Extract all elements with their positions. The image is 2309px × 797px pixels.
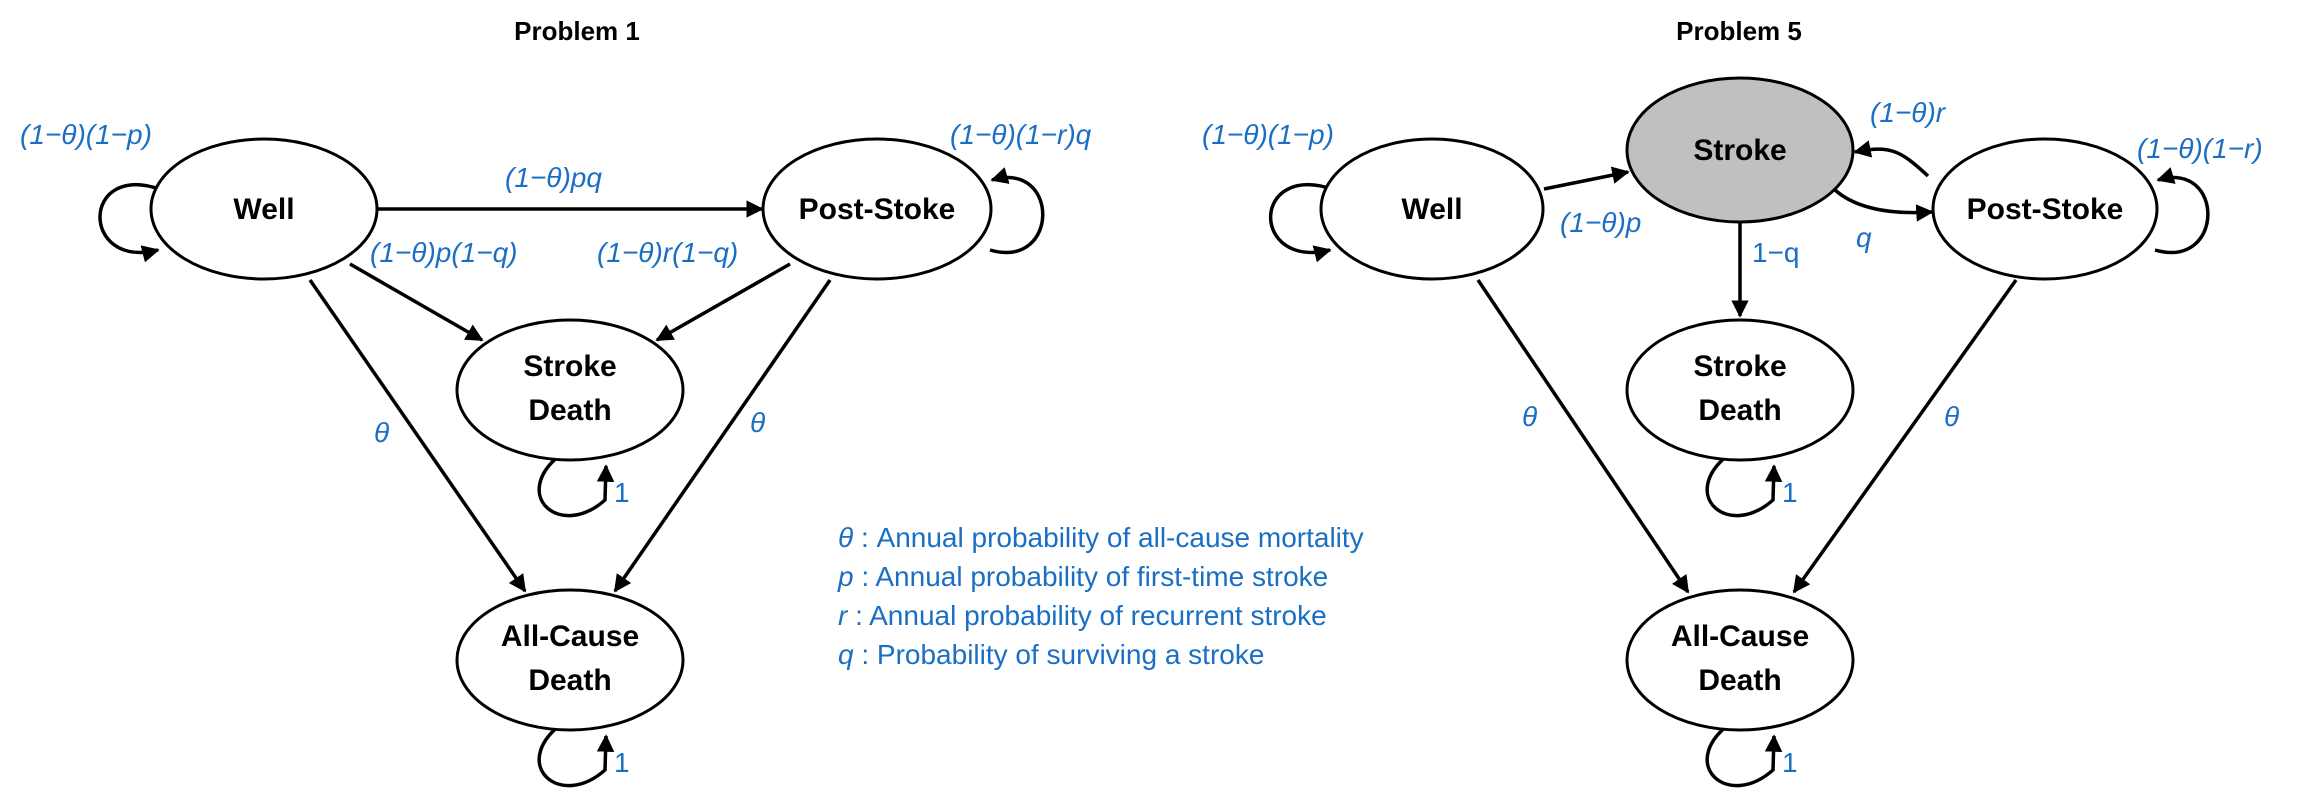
edge-poststroke-to-allcause bbox=[613, 279, 832, 593]
legend-r: r : Annual probability of recurrent stro… bbox=[838, 600, 1327, 631]
label-poststroke-to-allcause: θ bbox=[750, 407, 765, 438]
label-well-self: (1−θ)(1−p) bbox=[1202, 119, 1334, 150]
label-well-to-stroke: (1−θ)p bbox=[1560, 207, 1641, 238]
edge-stroke-to-poststroke bbox=[1833, 188, 1934, 222]
edge-well-to-strokedeath bbox=[349, 262, 484, 342]
edge-well-to-allcause bbox=[308, 279, 527, 593]
svg-text:All-Cause: All-Cause bbox=[501, 620, 639, 653]
edge-well-to-stroke bbox=[1543, 166, 1630, 191]
svg-text:Death: Death bbox=[528, 394, 611, 427]
label-allcause-self: 1 bbox=[614, 747, 630, 778]
node-well: Well bbox=[149, 137, 379, 281]
label-poststroke-to-strokedeath: (1−θ)r(1−q) bbox=[597, 237, 738, 268]
label-well-self: (1−θ)(1−p) bbox=[20, 119, 152, 150]
label-stroke-to-poststroke: q bbox=[1856, 222, 1872, 253]
node-stroke: Stroke bbox=[1625, 76, 1855, 224]
edge-poststroke-to-allcause bbox=[1792, 278, 2018, 594]
label-well-to-poststroke: (1−θ)pq bbox=[505, 162, 602, 193]
label-poststroke-to-stroke: (1−θ)r bbox=[1870, 97, 1947, 128]
edge-poststroke-to-stroke bbox=[1853, 140, 1930, 178]
label-well-to-allcause: θ bbox=[1522, 401, 1537, 432]
svg-text:Stroke: Stroke bbox=[1693, 350, 1786, 383]
loop-poststroke bbox=[2154, 167, 2210, 255]
label-allcause-self: 1 bbox=[1782, 747, 1798, 778]
svg-text:Stroke: Stroke bbox=[523, 350, 616, 383]
svg-text:All-Cause: All-Cause bbox=[1671, 620, 1809, 653]
node-poststroke: Post-Stoke bbox=[1931, 137, 2159, 281]
label-well-to-strokedeath: (1−θ)p(1−q) bbox=[370, 237, 517, 268]
edge-well-to-allcause bbox=[1476, 279, 1690, 594]
loop-allcause bbox=[1705, 723, 1783, 788]
node-strokedeath: Stroke Death bbox=[1625, 318, 1855, 462]
label-poststroke-to-allcause: θ bbox=[1944, 401, 1959, 432]
problem-1-title: Problem 1 bbox=[514, 16, 640, 46]
svg-text:Post-Stoke: Post-Stoke bbox=[1967, 193, 2124, 226]
label-well-to-allcause: θ bbox=[374, 417, 389, 448]
node-allcausedeath: All-Cause Death bbox=[455, 588, 685, 732]
node-allcausedeath: All-Cause Death bbox=[1625, 588, 1855, 732]
problem-5-title: Problem 5 bbox=[1676, 16, 1802, 46]
node-well: Well bbox=[1319, 137, 1545, 281]
loop-strokedeath bbox=[537, 453, 615, 518]
node-poststroke: Post-Stoke bbox=[761, 137, 993, 281]
svg-text:Well: Well bbox=[233, 193, 294, 226]
legend-p: p : Annual probability of first-time str… bbox=[837, 561, 1328, 592]
label-strokedeath-self: 1 bbox=[1782, 477, 1798, 508]
problem-5-diagram: Problem 5 Well Stroke Post-Stoke Stroke bbox=[1202, 16, 2263, 788]
svg-text:Death: Death bbox=[1698, 394, 1781, 427]
legend-q: q : Probability of surviving a stroke bbox=[838, 639, 1264, 670]
loop-well bbox=[1268, 183, 1336, 263]
legend-theta: θ : Annual probability of all-cause mort… bbox=[838, 522, 1364, 553]
legend: θ : Annual probability of all-cause mort… bbox=[837, 522, 1364, 670]
loop-strokedeath bbox=[1705, 453, 1783, 518]
label-strokedeath-self: 1 bbox=[614, 477, 630, 508]
loop-poststroke bbox=[989, 167, 1045, 255]
loop-allcause bbox=[537, 723, 615, 788]
label-stroke-to-strokedeath: 1−q bbox=[1752, 237, 1800, 268]
svg-text:Death: Death bbox=[1698, 664, 1781, 697]
label-poststroke-self: (1−θ)(1−r) bbox=[2137, 133, 2263, 164]
problem-1-diagram: Problem 1 Well Post-Stoke Stroke Death A… bbox=[20, 16, 1092, 788]
svg-text:Post-Stoke: Post-Stoke bbox=[799, 193, 956, 226]
svg-text:Well: Well bbox=[1401, 193, 1462, 226]
node-strokedeath: Stroke Death bbox=[455, 318, 685, 462]
label-poststroke-self: (1−θ)(1−r)q bbox=[950, 119, 1092, 150]
svg-text:Stroke: Stroke bbox=[1693, 134, 1786, 167]
loop-well bbox=[98, 183, 163, 263]
edge-poststroke-to-strokedeath bbox=[655, 262, 791, 342]
svg-text:Death: Death bbox=[528, 664, 611, 697]
